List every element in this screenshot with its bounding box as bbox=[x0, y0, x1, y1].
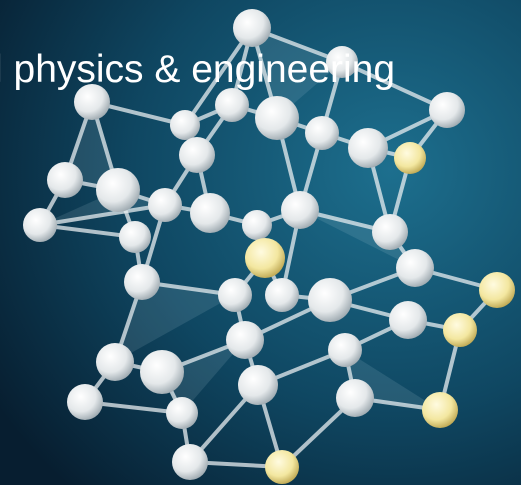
lattice-sphere bbox=[422, 392, 458, 428]
lattice-rod bbox=[183, 26, 254, 127]
lattice-sphere bbox=[443, 313, 477, 347]
lattice-sphere bbox=[479, 272, 515, 308]
lattice-sphere bbox=[179, 137, 215, 173]
lattice-sphere bbox=[242, 210, 272, 240]
lattice-sphere bbox=[389, 301, 427, 339]
lattice-sphere bbox=[238, 365, 278, 405]
lattice-sphere bbox=[96, 343, 134, 381]
lattice-sphere bbox=[124, 264, 160, 300]
lattice-sphere bbox=[140, 350, 184, 394]
lattice-sphere bbox=[265, 278, 299, 312]
lattice-sphere bbox=[255, 96, 299, 140]
lattice-sphere bbox=[265, 450, 299, 484]
lattice-sphere bbox=[372, 214, 408, 250]
lattice-sphere bbox=[47, 162, 83, 198]
lattice-rod bbox=[340, 60, 449, 112]
lattice-sphere bbox=[326, 46, 358, 78]
lattice-sphere bbox=[119, 221, 151, 253]
lattice-sphere bbox=[190, 193, 230, 233]
lattice-sphere bbox=[308, 278, 352, 322]
lattice bbox=[23, 9, 515, 484]
lattice-sphere bbox=[74, 84, 110, 120]
lattice-sphere bbox=[305, 116, 339, 150]
lattice-sphere bbox=[67, 384, 103, 420]
lattice-sphere bbox=[23, 208, 57, 242]
lattice-sphere bbox=[218, 278, 252, 312]
lattice-sphere bbox=[148, 188, 182, 222]
lattice-sphere bbox=[336, 379, 374, 417]
lattice-face bbox=[162, 340, 245, 413]
cover-title: l physics & engineering bbox=[0, 48, 395, 91]
lattice-sphere bbox=[281, 191, 319, 229]
lattice-sphere bbox=[348, 128, 388, 168]
lattice-face bbox=[252, 28, 342, 118]
lattice-rod bbox=[38, 203, 167, 227]
lattice-sphere bbox=[328, 333, 362, 367]
lattice-sphere bbox=[245, 238, 285, 278]
lattice-face bbox=[115, 282, 235, 362]
lattice-sphere bbox=[96, 168, 140, 212]
lattice-sphere bbox=[396, 249, 434, 287]
lattice-sphere bbox=[233, 9, 271, 47]
lattice-sphere bbox=[215, 88, 249, 122]
lattice-sphere bbox=[166, 397, 198, 429]
lattice-sphere bbox=[226, 321, 264, 359]
lattice-sphere bbox=[429, 92, 465, 128]
lattice-face bbox=[300, 210, 415, 268]
lattice-sphere bbox=[170, 110, 200, 140]
lattice-sphere bbox=[172, 444, 208, 480]
lattice-sphere bbox=[394, 142, 426, 174]
